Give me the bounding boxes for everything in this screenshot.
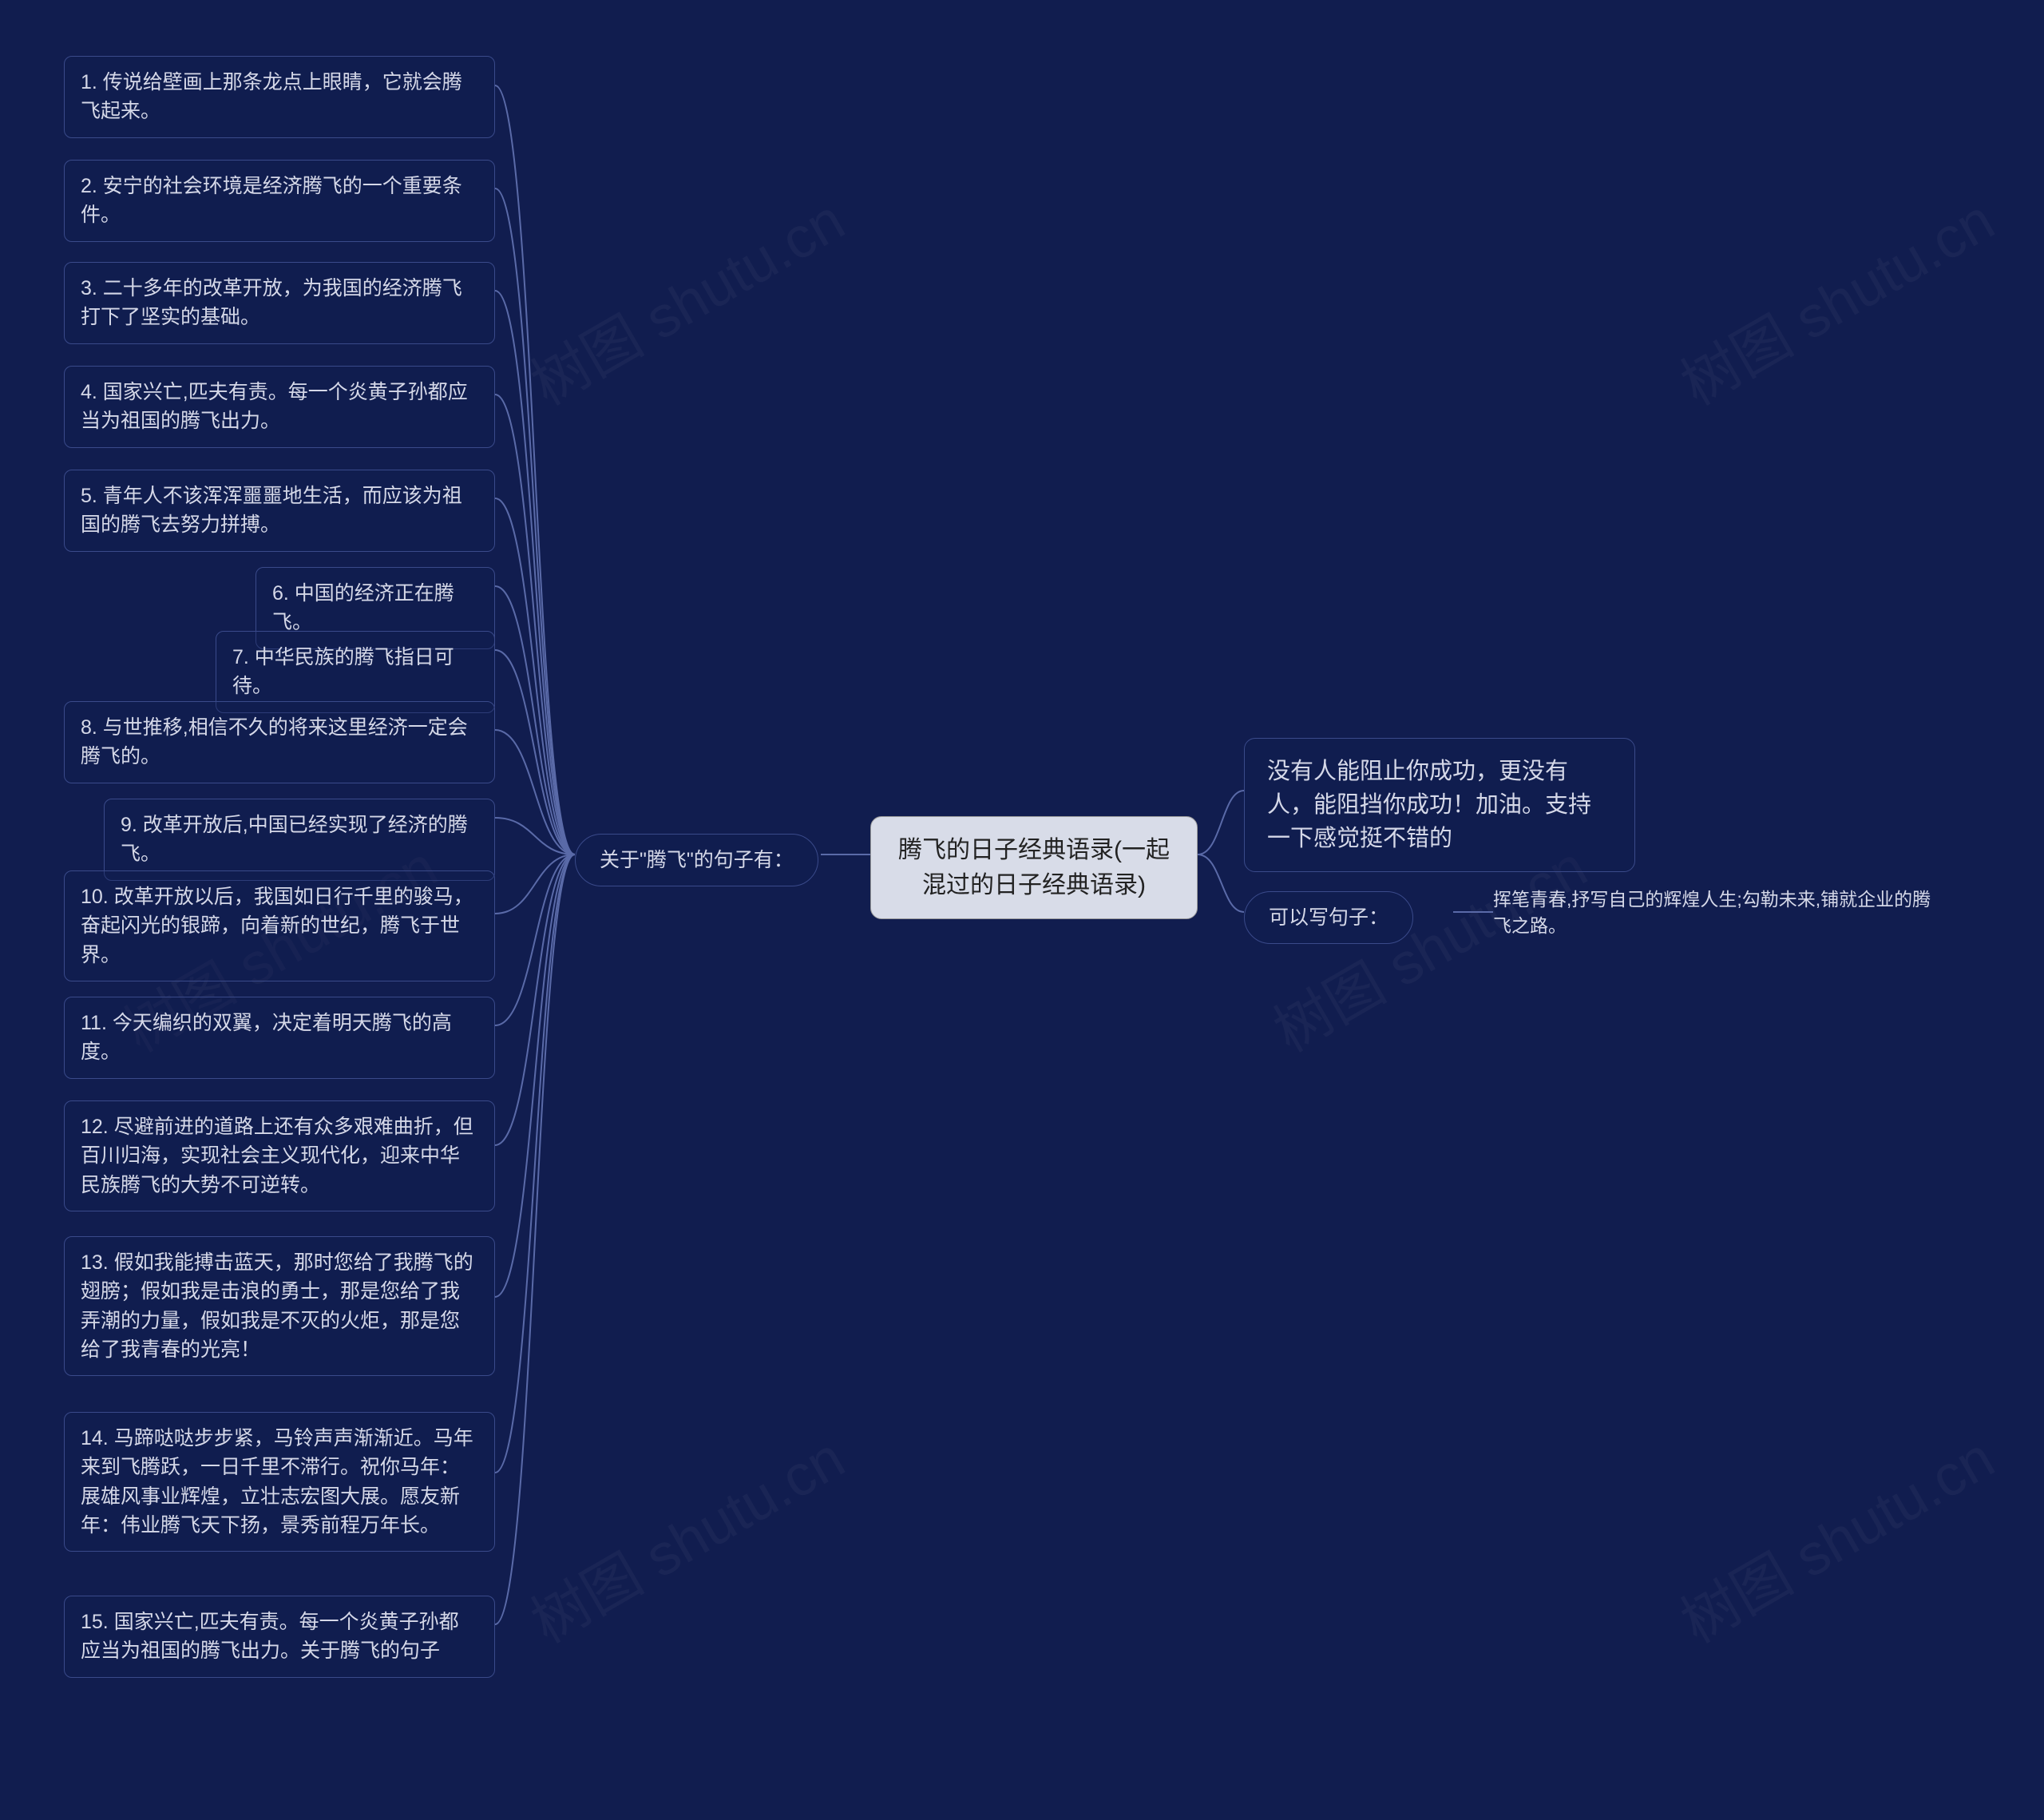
right-plain-node: 挥笔青春,抒写自己的辉煌人生;勾勒未来,铺就企业的腾飞之路。: [1493, 886, 1940, 940]
watermark: 树图 shutu.cn: [513, 1412, 857, 1659]
left-item-10: 10. 改革开放以后，我国如日行千里的骏马，奋起闪光的银蹄，向着新的世纪，腾飞于…: [64, 870, 495, 981]
left-item-9: 9. 改革开放后,中国已经实现了经济的腾飞。: [104, 799, 495, 881]
watermark: 树图 shutu.cn: [1663, 1412, 2006, 1659]
root-node: 腾飞的日子经典语录(一起 混过的日子经典语录): [870, 816, 1198, 919]
left-item-3: 3. 二十多年的改革开放，为我国的经济腾飞打下了坚实的基础。: [64, 262, 495, 344]
right-pill-node: 可以写句子：: [1244, 891, 1413, 944]
left-item-13: 13. 假如我能搏击蓝天，那时您给了我腾飞的翅膀；假如我是击浪的勇士，那是您给了…: [64, 1236, 495, 1376]
left-branch-label: 关于"腾飞"的句子有：: [575, 834, 818, 886]
left-item-4: 4. 国家兴亡,匹夫有责。每一个炎黄子孙都应当为祖国的腾飞出力。: [64, 366, 495, 448]
left-item-15: 15. 国家兴亡,匹夫有责。每一个炎黄子孙都应当为祖国的腾飞出力。关于腾飞的句子: [64, 1596, 495, 1678]
left-item-2: 2. 安宁的社会环境是经济腾飞的一个重要条件。: [64, 160, 495, 242]
root-line1: 腾飞的日子经典语录(一起: [892, 833, 1176, 868]
left-item-8: 8. 与世推移,相信不久的将来这里经济一定会腾飞的。: [64, 701, 495, 783]
left-item-12: 12. 尽避前进的道路上还有众多艰难曲折，但百川归海，实现社会主义现代化，迎来中…: [64, 1100, 495, 1211]
root-line2: 混过的日子经典语录): [892, 868, 1176, 903]
left-item-14: 14. 马蹄哒哒步步紧，马铃声声渐渐近。马年来到飞腾跃，一日千里不滞行。祝你马年…: [64, 1412, 495, 1552]
left-item-5: 5. 青年人不该浑浑噩噩地生活，而应该为祖国的腾飞去努力拼搏。: [64, 470, 495, 552]
watermark: 树图 shutu.cn: [1663, 174, 2006, 421]
right-big-node: 没有人能阻止你成功，更没有人，能阻挡你成功！加油。支持一下感觉挺不错的: [1244, 738, 1635, 872]
left-item-1: 1. 传说给壁画上那条龙点上眼睛，它就会腾飞起来。: [64, 56, 495, 138]
left-item-11: 11. 今天编织的双翼，决定着明天腾飞的高度。: [64, 997, 495, 1079]
watermark: 树图 shutu.cn: [513, 174, 857, 421]
